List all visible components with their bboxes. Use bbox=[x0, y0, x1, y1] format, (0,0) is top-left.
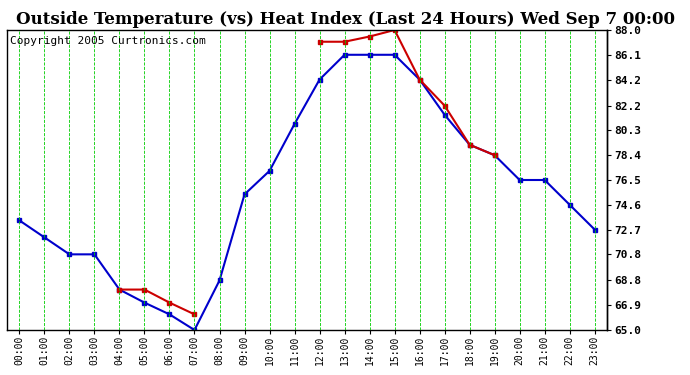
Text: Copyright 2005 Curtronics.com: Copyright 2005 Curtronics.com bbox=[10, 36, 206, 46]
Text: Outside Temperature (vs) Heat Index (Last 24 Hours) Wed Sep 7 00:00: Outside Temperature (vs) Heat Index (Las… bbox=[15, 11, 675, 28]
